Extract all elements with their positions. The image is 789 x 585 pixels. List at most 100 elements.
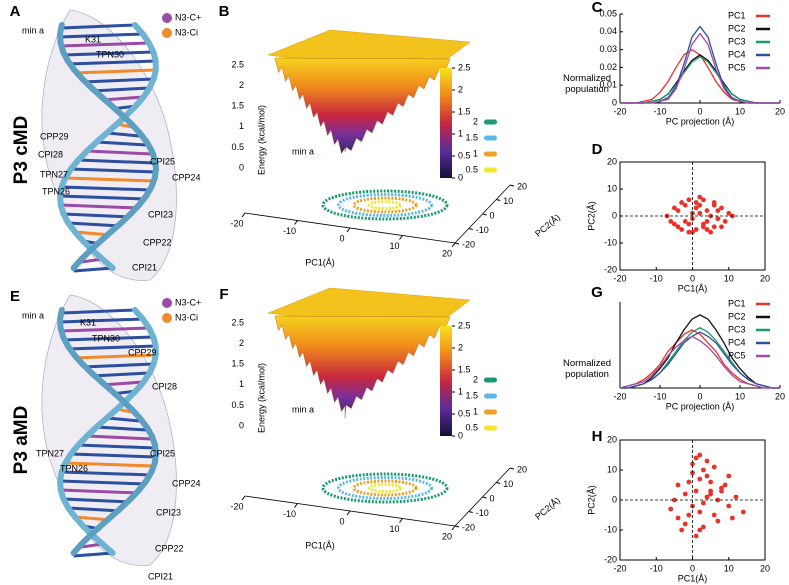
- point: [671, 497, 677, 503]
- z-axis-label: Energy (kcal/mol): [256, 105, 266, 175]
- z-tick-label: 2: [239, 80, 244, 90]
- x-axis-label: PC1(Å): [678, 573, 708, 583]
- x-tick-label: 0: [690, 563, 695, 573]
- y-tick-label: -20: [462, 522, 475, 532]
- y-tick: [496, 482, 501, 484]
- point: [719, 205, 724, 211]
- panel-label: C: [592, 0, 603, 16]
- series-line: [620, 314, 780, 389]
- y-axis-label-box: Normalized population: [563, 358, 611, 380]
- colorbar-tick-label: 0.5: [458, 408, 471, 418]
- colorbar-tick-label: 0: [458, 172, 463, 182]
- point: [686, 479, 692, 485]
- residue-label: K31: [85, 34, 101, 44]
- base-pair: [65, 176, 155, 183]
- point: [704, 494, 710, 500]
- molecular-surface: [41, 9, 177, 281]
- x-tick-label: -20: [613, 106, 626, 116]
- y-tick-label: -20: [604, 554, 617, 564]
- residue-label: CPI23: [156, 507, 181, 517]
- x-axis-label: PC projection (Å): [666, 401, 735, 411]
- point: [740, 509, 746, 515]
- contour: [368, 200, 402, 210]
- panel-label: H: [592, 428, 603, 445]
- x-tick-label: 0: [690, 273, 695, 283]
- surface-annotation: min a: [292, 404, 314, 414]
- y-tick-label: -10: [476, 225, 489, 235]
- point: [682, 521, 688, 527]
- point: [704, 208, 710, 214]
- residue-label: CPI25: [150, 156, 175, 166]
- x-tick-label: -20: [230, 501, 243, 511]
- colorbar-tick-label: 1: [458, 386, 463, 396]
- legend-label: PC1: [728, 10, 746, 20]
- base-pair: [68, 221, 122, 228]
- x-tick-label: -10: [283, 509, 296, 519]
- base-pair: [63, 497, 131, 504]
- x-tick-label: 10: [724, 273, 734, 283]
- point: [679, 527, 685, 533]
- legend-swatch: [162, 28, 172, 38]
- point: [722, 219, 728, 224]
- base-pair: [96, 140, 147, 147]
- residue-label: TPN30: [96, 49, 124, 59]
- y-tick: [482, 496, 487, 499]
- point: [671, 221, 677, 227]
- legend-swatch: [162, 298, 172, 308]
- residue-label: CPP29: [128, 347, 157, 357]
- contour: [337, 476, 433, 500]
- point: [682, 491, 688, 497]
- y-tick: [468, 228, 473, 230]
- x-axis-label: PC1(Å): [678, 283, 708, 293]
- energy-funnel: [274, 57, 451, 155]
- point: [675, 482, 681, 488]
- base-pair: [82, 362, 154, 369]
- x-tick-label: 10: [724, 563, 734, 573]
- base-pair: [106, 131, 140, 138]
- legend-label: PC2: [728, 311, 746, 321]
- y-tick-label: 0.01: [599, 80, 617, 90]
- panel-label: D: [592, 141, 603, 158]
- point: [722, 482, 728, 488]
- point: [682, 202, 688, 208]
- surface-annotation: min a: [292, 146, 314, 156]
- point: [711, 202, 717, 208]
- base-pair: [91, 371, 150, 378]
- residue-label: CPP22: [143, 237, 172, 247]
- legend-label: N3-Ci: [175, 27, 198, 37]
- contour: [337, 193, 433, 217]
- residue-label: CPI23: [148, 209, 173, 219]
- y-tick-label: 20: [517, 464, 527, 474]
- series-line: [619, 329, 780, 389]
- contour-legend-swatch: [484, 377, 497, 383]
- base-pair: [60, 326, 150, 333]
- point: [719, 485, 724, 491]
- base-pair: [74, 353, 156, 360]
- x-tick-label: 0: [339, 516, 344, 526]
- panel-label: E: [10, 288, 20, 305]
- y-tick-label: -20: [604, 264, 617, 274]
- point: [697, 194, 703, 200]
- molecular-surface: [41, 294, 177, 566]
- residue-label: CPP24: [172, 172, 201, 182]
- point: [686, 221, 692, 227]
- contour: [352, 479, 418, 497]
- x-axis-label: PC1(Å): [305, 540, 335, 550]
- point: [711, 512, 717, 518]
- point: [686, 229, 692, 235]
- series-line: [620, 32, 780, 104]
- z-tick-label: 0.5: [231, 400, 244, 410]
- point: [693, 488, 699, 494]
- contour-legend-label: 1: [473, 148, 478, 158]
- y-tick-label: 10: [503, 196, 513, 206]
- contour-legend-swatch: [484, 409, 497, 415]
- point: [693, 533, 699, 539]
- row-label: P3 cMD: [11, 116, 32, 185]
- legend-label: N3-C+: [175, 297, 201, 307]
- x-tick: [399, 518, 403, 523]
- contour-legend-label: 0.5: [465, 164, 478, 174]
- contour-legend-label: 1: [473, 406, 478, 416]
- base-pair: [96, 425, 147, 432]
- point: [686, 197, 692, 203]
